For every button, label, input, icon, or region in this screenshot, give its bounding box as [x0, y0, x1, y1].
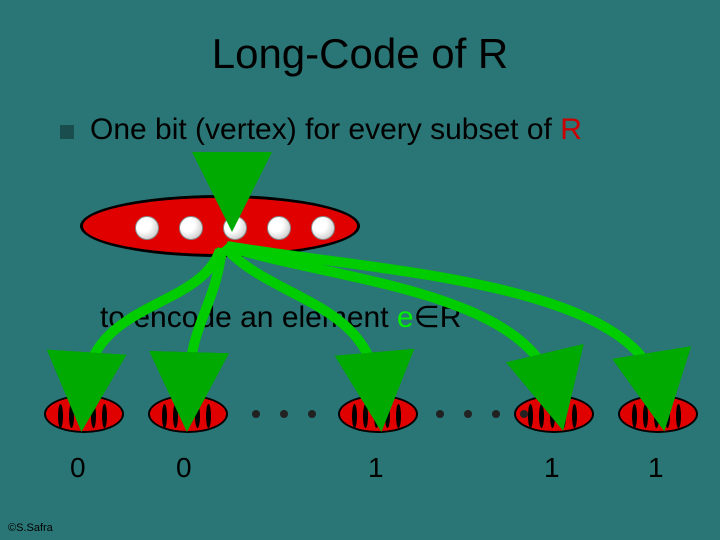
encode-in: ∈ — [414, 301, 440, 334]
element-dot — [135, 216, 159, 240]
bit-label: 1 — [368, 452, 384, 484]
element-dot — [267, 216, 291, 240]
encode-pre: to encode an element — [100, 301, 397, 334]
copyright: ©S.Safra — [8, 522, 53, 534]
bit-label: 1 — [544, 452, 560, 484]
bit-label: 1 — [648, 452, 664, 484]
bit-label: 0 — [70, 452, 86, 484]
encode-r: R — [440, 301, 462, 334]
big-ellipse-R — [80, 195, 360, 257]
page-title: Long-Code of R — [0, 0, 720, 78]
bit-label: 0 — [176, 452, 192, 484]
bullet-item: One bit (vertex) for every subset of R — [0, 113, 720, 147]
element-dot — [311, 216, 335, 240]
subset-ellipse — [44, 395, 124, 433]
subset-ellipse — [338, 395, 418, 433]
element-dot — [223, 216, 247, 240]
encode-text: to encode an element e∈R — [100, 300, 461, 335]
bullet-marker — [60, 125, 74, 139]
bullet-text: One bit (vertex) for every subset of R — [90, 113, 582, 147]
bullet-text-pre: One bit (vertex) for every subset of — [90, 113, 560, 146]
arrows-svg — [0, 0, 720, 540]
ellipsis-dots — [436, 410, 528, 418]
encode-e: e — [397, 301, 414, 334]
ellipsis-dots — [252, 410, 316, 418]
element-dot — [179, 216, 203, 240]
subset-ellipse — [148, 395, 228, 433]
bullet-text-r: R — [560, 113, 582, 146]
subset-ellipse — [618, 395, 698, 433]
